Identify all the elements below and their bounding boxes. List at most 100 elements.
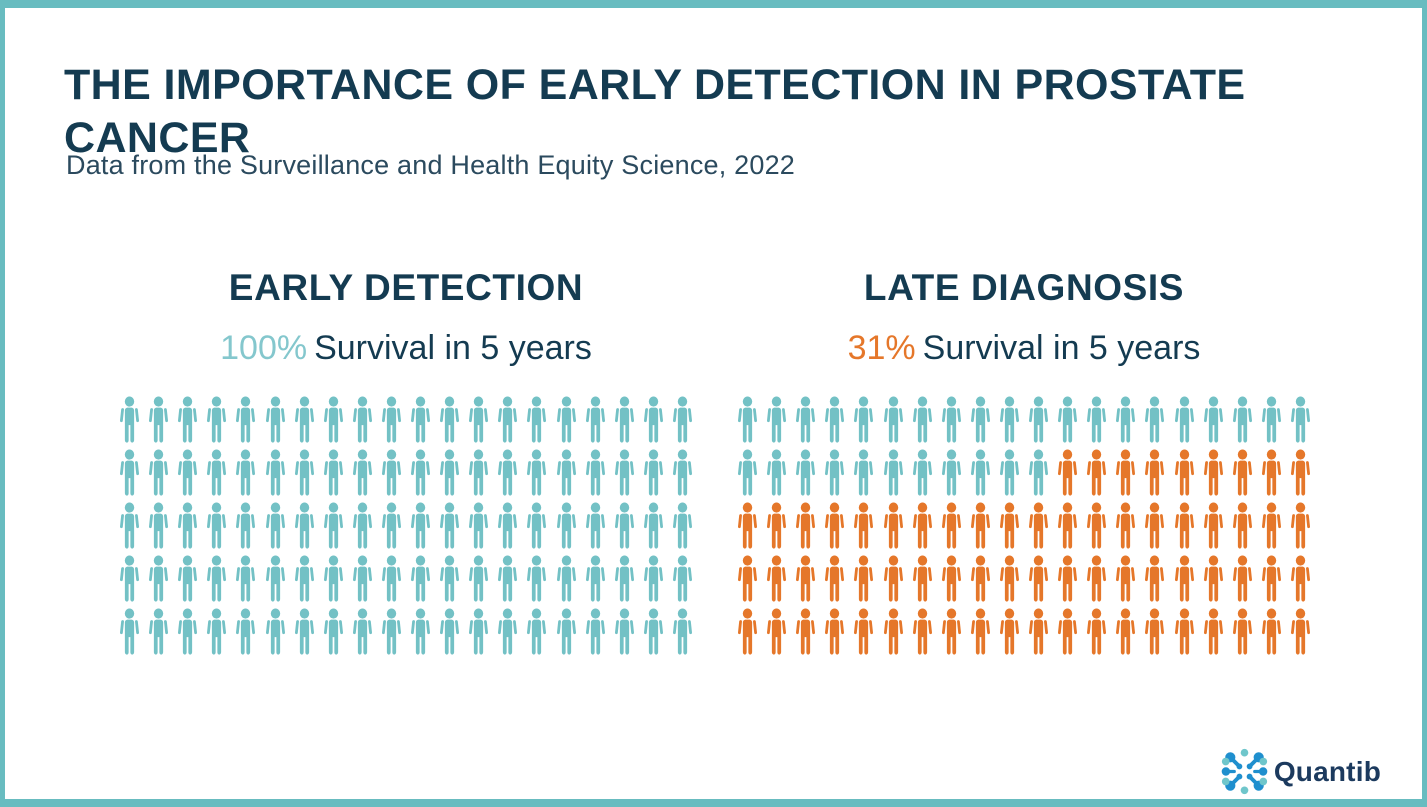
person-icon — [851, 449, 876, 498]
person-icon — [881, 396, 906, 445]
person-icon — [997, 555, 1022, 604]
person-icon — [524, 502, 549, 551]
person-icon — [1113, 608, 1138, 657]
person-icon — [1201, 449, 1226, 498]
early-detection-stat: 100% Survival in 5 years — [115, 329, 697, 368]
person-icon — [583, 396, 608, 445]
person-icon — [968, 502, 993, 551]
person-icon — [350, 608, 375, 657]
person-icon — [641, 608, 666, 657]
person-icon — [321, 396, 346, 445]
person-icon — [1288, 555, 1313, 604]
person-icon — [1288, 502, 1313, 551]
person-icon — [204, 608, 229, 657]
person-icon — [146, 555, 171, 604]
person-icon — [1084, 396, 1109, 445]
person-icon — [910, 555, 935, 604]
person-icon — [1055, 502, 1080, 551]
person-icon — [968, 449, 993, 498]
person-icon — [146, 608, 171, 657]
person-icon — [1259, 449, 1284, 498]
person-icon — [1055, 608, 1080, 657]
person-icon — [1172, 502, 1197, 551]
person-icon — [117, 396, 142, 445]
person-icon — [408, 555, 433, 604]
person-icon — [735, 396, 760, 445]
person-icon — [350, 502, 375, 551]
person-icon — [1259, 555, 1284, 604]
person-icon — [968, 608, 993, 657]
person-icon — [1026, 502, 1051, 551]
person-icon — [437, 502, 462, 551]
person-icon — [437, 396, 462, 445]
person-icon — [641, 449, 666, 498]
person-icon — [764, 502, 789, 551]
person-icon — [408, 449, 433, 498]
person-icon — [379, 555, 404, 604]
person-icon — [1055, 555, 1080, 604]
person-icon — [1230, 396, 1255, 445]
person-icon — [1084, 449, 1109, 498]
person-icon — [764, 555, 789, 604]
person-icon — [670, 449, 695, 498]
person-icon — [735, 608, 760, 657]
person-icon — [1172, 555, 1197, 604]
early-detection-panel: EARLY DETECTION 100% Survival in 5 years — [115, 255, 697, 661]
person-icon — [670, 396, 695, 445]
person-icon — [822, 608, 847, 657]
person-icon — [1259, 502, 1284, 551]
quantib-logo-text: Quantib — [1273, 755, 1381, 787]
person-icon — [292, 449, 317, 498]
person-icon — [735, 555, 760, 604]
person-icon — [881, 555, 906, 604]
person-icon — [204, 502, 229, 551]
person-icon — [1142, 555, 1167, 604]
person-icon — [939, 555, 964, 604]
person-icon — [851, 502, 876, 551]
person-icon — [263, 502, 288, 551]
person-icon — [793, 608, 818, 657]
person-icon — [1084, 555, 1109, 604]
person-icon — [968, 555, 993, 604]
person-icon — [1288, 449, 1313, 498]
person-icon — [117, 502, 142, 551]
person-icon — [408, 608, 433, 657]
person-icon — [350, 555, 375, 604]
person-icon — [1142, 449, 1167, 498]
person-icon — [851, 555, 876, 604]
person-icon — [851, 396, 876, 445]
person-icon — [466, 555, 491, 604]
person-icon — [466, 449, 491, 498]
person-icon — [1172, 608, 1197, 657]
person-icon — [495, 555, 520, 604]
person-icon — [939, 502, 964, 551]
person-icon — [968, 396, 993, 445]
person-icon — [793, 555, 818, 604]
person-icon — [437, 449, 462, 498]
person-icon — [437, 608, 462, 657]
quantib-logo-icon — [1221, 748, 1268, 795]
person-icon — [1288, 396, 1313, 445]
late-diagnosis-waffle-grid — [733, 396, 1315, 661]
person-icon — [204, 555, 229, 604]
person-icon — [1230, 555, 1255, 604]
person-icon — [1084, 608, 1109, 657]
person-icon — [1230, 608, 1255, 657]
person-icon — [233, 449, 258, 498]
person-icon — [175, 396, 200, 445]
person-icon — [1201, 608, 1226, 657]
person-icon — [1142, 608, 1167, 657]
person-icon — [997, 449, 1022, 498]
person-icon — [1288, 608, 1313, 657]
person-icon — [495, 502, 520, 551]
person-icon — [379, 502, 404, 551]
person-icon — [117, 555, 142, 604]
person-icon — [910, 396, 935, 445]
person-icon — [1026, 608, 1051, 657]
page-subtitle: Data from the Surveillance and Health Eq… — [66, 150, 796, 180]
person-icon — [175, 502, 200, 551]
late-diagnosis-stat-label: Survival in 5 years — [922, 329, 1201, 367]
person-icon — [292, 502, 317, 551]
person-icon — [1084, 502, 1109, 551]
person-icon — [1201, 502, 1226, 551]
